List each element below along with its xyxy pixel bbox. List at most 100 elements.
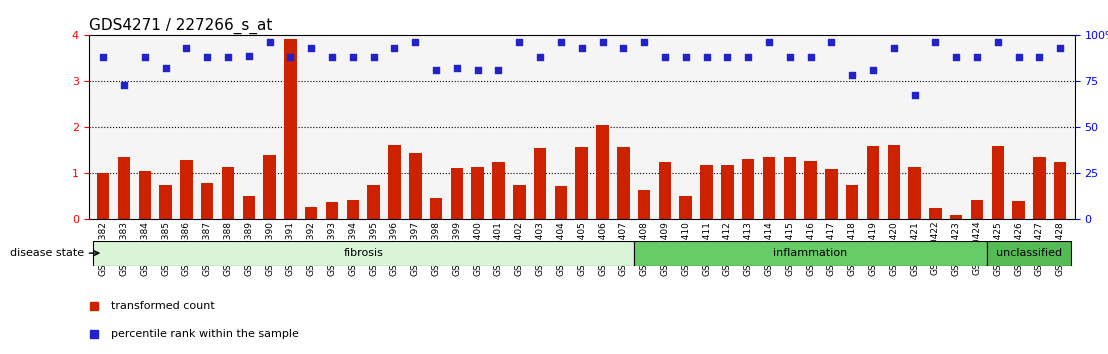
Text: percentile rank within the sample: percentile rank within the sample (111, 329, 299, 339)
Point (822, 40, 840, 45)
Point (115, 82, 133, 88)
Point (428, 67, 445, 73)
Bar (326, 202, 338, 219)
Bar (575, 147, 588, 219)
Point (324, 55, 341, 60)
Point (94, 55, 112, 60)
Text: unclassified: unclassified (996, 248, 1063, 258)
Bar (201, 183, 214, 219)
Point (156, 65, 174, 70)
Bar (700, 165, 712, 219)
Bar (804, 161, 817, 219)
Bar (264, 155, 276, 219)
Bar (971, 200, 983, 219)
Bar (430, 198, 442, 219)
FancyBboxPatch shape (93, 241, 634, 266)
Bar (451, 168, 463, 219)
Bar (762, 157, 776, 219)
Bar (305, 207, 318, 219)
Bar (492, 162, 505, 219)
Point (240, 53, 258, 59)
Bar (471, 166, 484, 219)
Point (552, 40, 570, 45)
Text: inflammation: inflammation (773, 248, 848, 258)
Bar (992, 146, 1004, 219)
Bar (742, 159, 755, 219)
Point (615, 45, 633, 51)
Point (677, 55, 695, 60)
Point (365, 55, 382, 60)
Point (386, 45, 403, 51)
FancyBboxPatch shape (987, 241, 1070, 266)
Bar (555, 186, 567, 219)
Bar (368, 185, 380, 219)
Bar (222, 166, 234, 219)
Point (1051, 45, 1069, 51)
Bar (721, 165, 733, 219)
Point (511, 40, 529, 45)
Bar (1033, 157, 1046, 219)
Bar (347, 200, 359, 219)
Point (781, 55, 799, 60)
Bar (98, 173, 110, 219)
Bar (930, 208, 942, 219)
Point (739, 55, 757, 60)
Bar (845, 185, 859, 219)
Bar (181, 160, 193, 219)
Point (989, 40, 1007, 45)
Point (947, 55, 965, 60)
Bar (1013, 201, 1025, 219)
Bar (284, 39, 297, 219)
Point (490, 67, 507, 73)
Text: fibrosis: fibrosis (343, 248, 383, 258)
Point (760, 40, 778, 45)
Point (448, 65, 465, 70)
Bar (1054, 162, 1066, 219)
Text: transformed count: transformed count (111, 301, 215, 310)
Point (260, 40, 278, 45)
Point (531, 55, 548, 60)
Point (926, 40, 944, 45)
Bar (783, 157, 796, 219)
Point (802, 55, 820, 60)
Point (1030, 55, 1048, 60)
Bar (388, 145, 401, 219)
Bar (888, 145, 900, 219)
Bar (909, 166, 921, 219)
Point (698, 55, 716, 60)
Point (905, 92, 923, 98)
Point (136, 55, 154, 60)
Point (302, 45, 320, 51)
Point (469, 67, 486, 73)
Point (219, 55, 237, 60)
Bar (243, 196, 255, 219)
Bar (138, 171, 151, 219)
Bar (658, 162, 671, 219)
Bar (638, 189, 650, 219)
Bar (950, 215, 963, 219)
Bar (513, 185, 525, 219)
Point (573, 45, 591, 51)
Point (656, 55, 674, 60)
Point (885, 45, 903, 51)
Bar (160, 185, 172, 219)
Point (718, 55, 736, 60)
Bar (825, 169, 838, 219)
Point (281, 55, 299, 60)
Point (843, 72, 861, 78)
Point (198, 55, 216, 60)
Bar (534, 148, 546, 219)
Text: disease state: disease state (10, 248, 99, 258)
Point (635, 40, 653, 45)
Point (177, 45, 195, 51)
Bar (866, 146, 880, 219)
Bar (679, 196, 692, 219)
FancyBboxPatch shape (634, 241, 987, 266)
Point (343, 55, 361, 60)
Text: GDS4271 / 227266_s_at: GDS4271 / 227266_s_at (89, 18, 273, 34)
Bar (117, 157, 131, 219)
Bar (409, 153, 421, 219)
Point (594, 40, 612, 45)
Point (864, 67, 882, 73)
Point (968, 55, 986, 60)
